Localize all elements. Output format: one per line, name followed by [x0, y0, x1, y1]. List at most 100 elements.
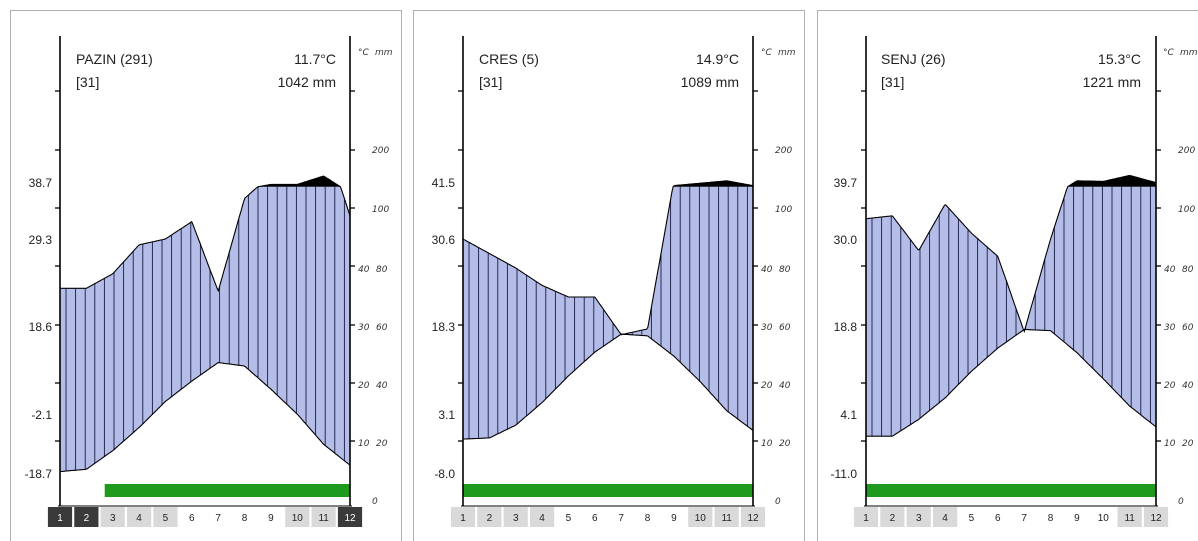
temp-unit: °C: [1163, 48, 1175, 58]
years-count: [31]: [76, 74, 99, 90]
month-cell: [232, 507, 257, 527]
precip-unit: mm: [1180, 48, 1198, 58]
month-label: 3: [916, 513, 922, 524]
month-cell: [1012, 507, 1037, 527]
month-label: 12: [1150, 513, 1162, 524]
temp-label-daily-range: 18.3: [432, 320, 456, 334]
temperature-line: [59, 362, 351, 473]
right-tick-label: 40: [376, 381, 388, 391]
month-cell: [529, 507, 555, 527]
temperature-line: [866, 328, 1157, 437]
month-label: 9: [671, 513, 677, 524]
temp-label-abs-max: 39.7: [834, 176, 858, 190]
month-label: 1: [57, 513, 63, 524]
frost-free-bar: [866, 484, 1156, 497]
right-tick-label: 40: [1164, 265, 1176, 275]
humid-area: [866, 186, 1156, 437]
right-tick-label: 20: [779, 439, 791, 449]
annual-precipitation: 1221 mm: [1083, 74, 1141, 90]
month-label: 6: [592, 513, 598, 524]
month-cell: [1064, 507, 1090, 527]
month-cell: [258, 507, 284, 527]
month-label: 4: [136, 513, 142, 524]
month-label: 12: [344, 513, 356, 524]
right-tick-label: 40: [358, 265, 370, 275]
month-label: 2: [487, 513, 493, 524]
month-cell: [1117, 507, 1142, 527]
month-cell: [959, 507, 984, 527]
temp-unit: °C: [358, 48, 370, 58]
month-cell: [74, 507, 99, 527]
month-cell: [503, 507, 528, 527]
right-tick-label: 80: [1182, 265, 1194, 275]
month-label: 8: [1048, 513, 1054, 524]
diagram-cres: CRES (5) [31] 14.9°C 1089 mm °C mm 41.5 …: [432, 36, 796, 527]
right-tick-label: 100: [1178, 205, 1195, 215]
right-tick-label: 40: [1182, 381, 1194, 391]
right-tick-label: 100: [775, 205, 792, 215]
month-label: 6: [189, 513, 195, 524]
month-axis: 1 2 3 4 5 6 7 8 9 10 11 12: [853, 507, 1169, 527]
month-cell: [337, 507, 363, 527]
month-label: 4: [539, 513, 545, 524]
month-label: 11: [1124, 513, 1135, 524]
month-label: 9: [1074, 513, 1080, 524]
right-tick-label: 20: [376, 439, 388, 449]
month-label: 10: [695, 513, 707, 524]
month-cell: [880, 507, 905, 527]
temp-label-mean-max: 30.0: [834, 233, 858, 247]
right-tick-label: 200: [775, 146, 792, 156]
month-cell: [1143, 507, 1169, 527]
mean-temperature: 15.3°C: [1098, 51, 1141, 67]
month-cell: [635, 507, 660, 527]
diagram-pazin: PAZIN (291) [31] 11.7°C 1042 mm °C mm 38…: [25, 36, 393, 527]
temp-label-mean-max: 30.6: [432, 233, 456, 247]
right-tick-label: 20: [1182, 439, 1194, 449]
annual-precipitation: 1089 mm: [681, 74, 739, 90]
humid-area: [463, 186, 753, 440]
precipitation-line: [865, 174, 1157, 334]
temp-label-daily-range: 18.8: [834, 320, 858, 334]
right-tick-label: 200: [1178, 146, 1195, 156]
right-tick-label: 40: [761, 265, 773, 275]
month-cell: [1038, 507, 1063, 527]
month-label: 12: [747, 513, 759, 524]
frost-free-bar: [104, 484, 351, 497]
right-tick-label: 0: [775, 497, 781, 507]
right-tick-label: 0: [1178, 497, 1184, 507]
month-label: 5: [566, 513, 572, 524]
month-cell: [311, 507, 336, 527]
temp-label-mean-max: 29.3: [29, 233, 53, 247]
plot-area: [861, 36, 1161, 507]
precipitation-line: [60, 175, 351, 293]
temp-label-daily-range: 18.6: [29, 320, 53, 334]
temp-label-abs-min: -11.0: [831, 467, 858, 481]
month-axis: 1 2 3 4 5 6 7 8 9 10 11 12: [47, 507, 363, 527]
month-axis: 1 2 3 4 5 6 7 8 9 10 11 12: [450, 507, 766, 527]
month-label: 5: [163, 513, 169, 524]
precip-unit: mm: [778, 48, 796, 58]
station-name: SENJ (26): [881, 51, 946, 67]
month-label: 5: [969, 513, 975, 524]
right-tick-label: 40: [779, 381, 791, 391]
mean-temperature: 14.9°C: [696, 51, 739, 67]
month-cell: [126, 507, 152, 527]
month-label: 7: [618, 513, 624, 524]
month-label: 10: [1098, 513, 1110, 524]
right-tick-label: 20: [1164, 381, 1176, 391]
month-cell: [661, 507, 687, 527]
right-tick-label: 60: [779, 323, 791, 333]
month-cell: [285, 507, 310, 527]
annual-precipitation: 1042 mm: [278, 74, 336, 90]
month-cell: [714, 507, 739, 527]
right-tick-label: 10: [358, 439, 370, 449]
month-cell: [100, 507, 125, 527]
month-label: 8: [645, 513, 651, 524]
month-label: 4: [942, 513, 948, 524]
right-tick-label: 80: [779, 265, 791, 275]
month-label: 2: [84, 513, 90, 524]
right-tick-label: 20: [761, 381, 773, 391]
month-label: 3: [513, 513, 519, 524]
